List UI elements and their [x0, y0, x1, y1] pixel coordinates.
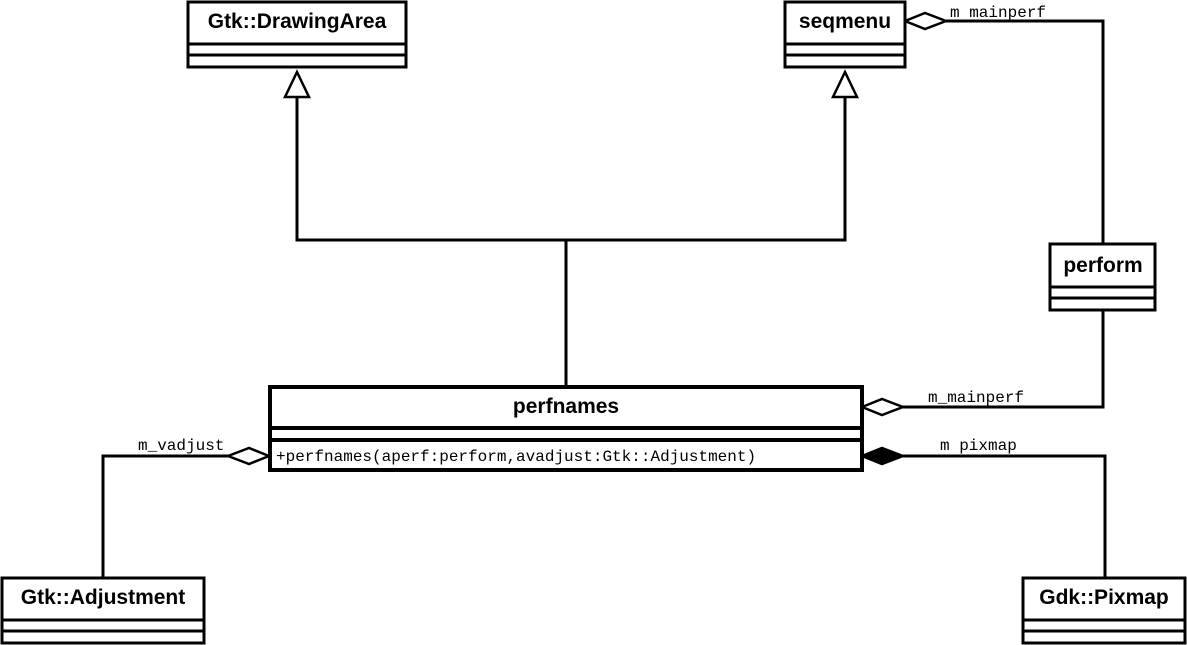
class-name: Gtk::DrawingArea	[208, 10, 387, 33]
class-gdk-pixmap[interactable]: Gdk::Pixmap	[1021, 576, 1187, 645]
aggregation-diamond-perfnames-adjustment	[224, 446, 273, 466]
class-name: perfnames	[513, 395, 619, 418]
inheritance-line-drawingarea	[295, 96, 568, 386]
label-perfnames-vadjust: m_vadjust	[138, 437, 224, 455]
class-name: Gdk::Pixmap	[1039, 586, 1169, 609]
label-perfnames-mainperf: m_mainperf	[928, 389, 1024, 407]
association-line-seqmenu-perform	[946, 19, 1105, 244]
label-seqmenu-mainperf: m mainperf	[950, 4, 1046, 22]
aggregation-diamond-perfnames-perform	[858, 397, 907, 417]
composition-diamond-perfnames-pixmap	[858, 446, 907, 466]
class-perfnames[interactable]: perfnames +perfnames(aperf:perform,avadj…	[268, 385, 864, 472]
class-seqmenu[interactable]: seqmenu	[783, 0, 907, 69]
class-perform[interactable]: perform	[1048, 242, 1157, 312]
class-name: perform	[1063, 254, 1142, 277]
association-line-perfnames-pixmap	[903, 454, 1107, 578]
class-gtk-adjustment[interactable]: Gtk::Adjustment	[0, 576, 206, 645]
inheritance-line-seqmenu	[566, 96, 847, 242]
class-gtk-drawingarea[interactable]: Gtk::DrawingArea	[186, 0, 408, 69]
aggregation-diamond-seqmenu	[901, 11, 950, 31]
class-name: Gtk::Adjustment	[21, 586, 186, 609]
label-perfnames-pixmap: m pixmap	[940, 437, 1017, 455]
inheritance-arrow-seqmenu	[831, 69, 859, 99]
association-line-perfnames-adjustment	[101, 454, 228, 578]
association-line-perfnames-perform	[903, 311, 1105, 409]
class-operation: +perfnames(aperf:perform,avadjust:Gtk::A…	[276, 448, 756, 466]
inheritance-arrow-drawingarea	[283, 69, 311, 99]
class-name: seqmenu	[799, 10, 891, 33]
